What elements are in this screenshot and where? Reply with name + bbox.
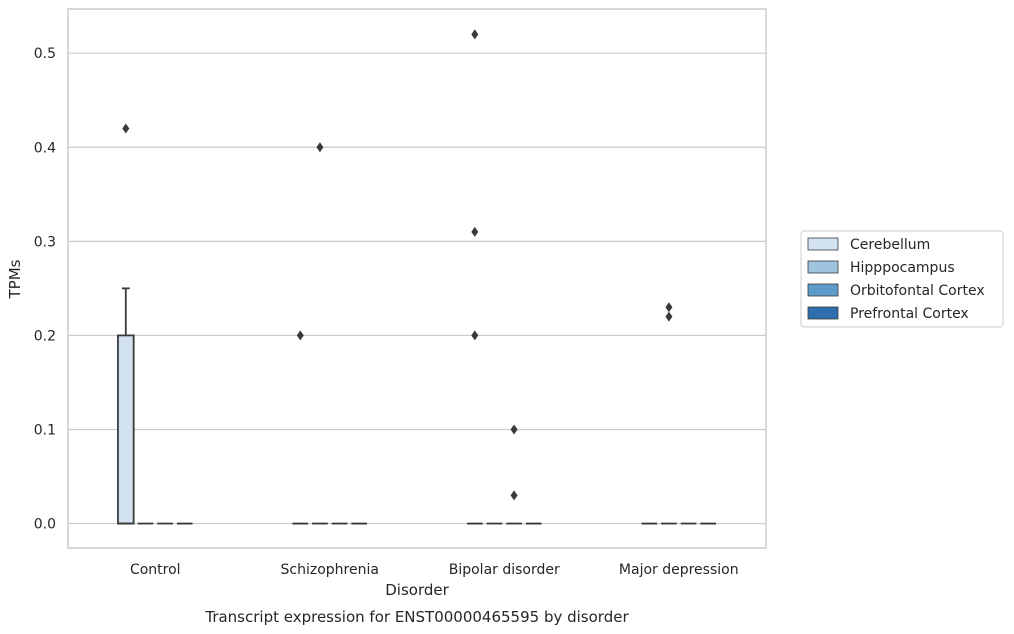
legend-swatch [807,237,839,251]
plot-frame [67,8,767,549]
outlier-point [316,142,324,153]
x-tick-label: Bipolar disorder [449,562,560,578]
outlier-point [665,302,673,313]
y-tick-label: 0.0 [34,517,56,533]
x-axis-label: Disorder [385,581,449,599]
boxes [117,29,717,525]
legend-label: Hipppocampus [850,260,955,276]
x-tick-label: Schizophrenia [281,562,379,578]
outlier-point [471,29,479,40]
y-axis-label: TPMs [6,259,24,299]
legend-frame [800,230,1004,328]
outlier-point [471,226,479,237]
outlier-point [296,330,304,341]
legend-swatch [807,283,839,297]
y-tick-label: 0.4 [34,140,56,156]
outlier-point [471,330,479,341]
y-tick-label: 0.5 [34,46,56,62]
grid [68,52,766,525]
outlier-point [510,424,518,435]
y-tick-label: 0.3 [34,234,56,250]
legend-label: Orbitofontal Cortex [850,283,985,299]
legend-label: Cerebellum [850,237,930,253]
box [117,334,135,525]
legend-swatch [807,260,839,274]
y-ticks: 0.0 0.1 0.2 0.3 0.4 0.5 [34,46,56,532]
outlier-point [665,311,673,322]
chart-caption: Transcript expression for ENST0000046559… [204,608,629,626]
legend-label: Prefrontal Cortex [850,306,969,322]
x-tick-label: Control [130,562,181,578]
outlier-point [510,490,518,501]
y-tick-label: 0.1 [34,422,56,438]
x-tick-label: Major depression [619,562,739,578]
outlier-point [122,123,130,134]
legend: Cerebellum Hipppocampus Orbitofontal Corte… [800,230,1004,328]
x-ticks: Control Schizophrenia Bipolar disorder Majo… [130,562,739,578]
legend-swatch [807,306,839,320]
y-tick-label: 0.2 [34,328,56,344]
